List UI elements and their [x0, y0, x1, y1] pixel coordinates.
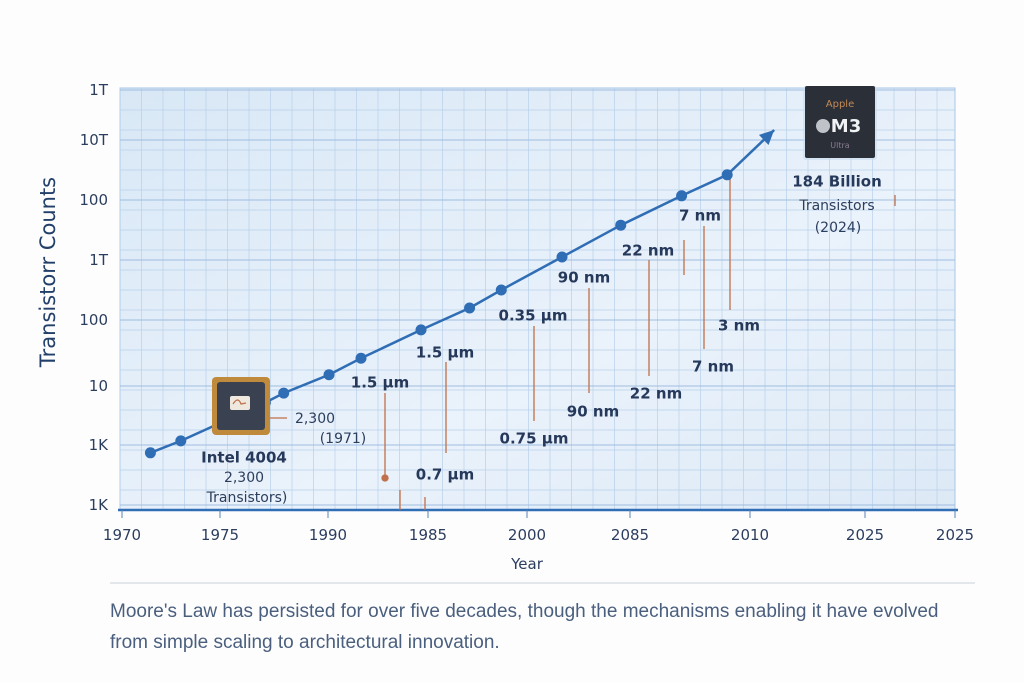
apple-chip-brand: Apple	[826, 99, 854, 110]
x-ticks: 1970 1975 1990 1985 2000 2085 2010 2025 2025	[103, 510, 974, 544]
x-tick-label: 2000	[508, 526, 546, 544]
x-tick-label: 2010	[731, 526, 769, 544]
node-label: 7 nm	[679, 207, 721, 225]
data-point	[355, 352, 367, 364]
intel-callout-year: (1971)	[320, 431, 367, 447]
y-tick-label: 10	[89, 377, 108, 395]
node-label: 0.75 µm	[500, 430, 569, 448]
node-label: 90 nm	[558, 269, 610, 287]
apple-chip-variant: Ultra	[830, 141, 850, 150]
intel-chip-count: 2,300	[224, 470, 264, 486]
intel-chip-unit: Transistors)	[206, 490, 288, 506]
data-point	[144, 447, 156, 459]
x-tick-label: 2085	[611, 526, 649, 544]
apple-logo-icon	[816, 119, 830, 133]
x-tick-label: 1975	[201, 526, 239, 544]
data-point	[615, 219, 627, 231]
y-tick-label: 100	[79, 191, 108, 209]
apple-chip-model: M3	[831, 116, 861, 137]
y-tick-label: 1T	[89, 81, 109, 99]
node-label: 0.7 µm	[416, 466, 474, 484]
y-ticks: 1K 1K 10 100 1T 100 10T 1T	[79, 81, 109, 514]
y-tick-label: 100	[79, 311, 108, 329]
node-label: 22 nm	[622, 242, 674, 260]
data-point	[556, 251, 568, 263]
x-tick-label: 1970	[103, 526, 141, 544]
x-tick-label: 1985	[409, 526, 447, 544]
node-label: 3 nm	[718, 317, 760, 335]
apple-chip-unit: Transistors	[798, 198, 874, 214]
data-point	[323, 369, 335, 381]
x-tick-label: 1990	[309, 526, 347, 544]
y-tick-label: 1T	[89, 251, 109, 269]
data-point	[495, 284, 507, 296]
data-point	[278, 387, 290, 399]
y-tick-label: 1K	[89, 436, 110, 454]
node-leader-lines	[381, 172, 896, 510]
trend-arrowhead	[758, 130, 775, 145]
grid	[119, 88, 955, 511]
y-tick-label: 1K	[89, 496, 110, 514]
x-axis-title: Year	[510, 555, 544, 573]
data-point	[415, 324, 427, 336]
y-axis-title: Transistorr Counts	[36, 177, 60, 368]
node-label: 90 nm	[567, 403, 619, 421]
node-label: 0.35 µm	[499, 307, 568, 325]
intel-chip-name: Intel 4004	[201, 449, 287, 467]
leader-dot	[381, 474, 389, 482]
node-label: 22 nm	[630, 385, 682, 403]
node-label: 7 nm	[692, 358, 734, 376]
intel-callout-value: 2,300	[295, 411, 335, 427]
chart-caption: Moore's Law has persisted for over five …	[110, 601, 939, 653]
apple-chip-count: 184 Billion	[792, 173, 882, 191]
apple-chip-year: (2024)	[815, 220, 862, 236]
data-point	[464, 302, 476, 314]
data-point	[721, 169, 733, 181]
data-point	[175, 435, 187, 447]
intel-4004-chip-icon	[212, 377, 270, 435]
node-label: 1.5 µm	[351, 374, 409, 392]
apple-m3-chip-icon: Apple M3 Ultra	[803, 86, 877, 160]
x-tick-label: 2025	[846, 526, 884, 544]
y-tick-label: 10T	[80, 131, 109, 149]
data-point	[676, 190, 688, 202]
node-label: 1.5 µm	[416, 344, 474, 362]
x-tick-label: 2025	[936, 526, 974, 544]
